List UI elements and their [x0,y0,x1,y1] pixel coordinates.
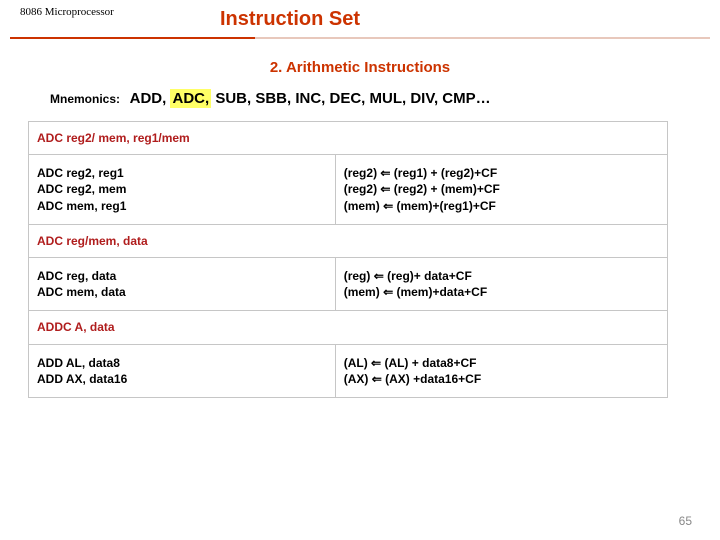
table-cell-syntax: ADC reg, dataADC mem, data [29,257,336,310]
mnemonics-line: Mnemonics: ADD, ADC, SUB, SBB, INC, DEC,… [50,90,720,107]
instruction-table: ADC reg2/ mem, reg1/memADC reg2, reg1ADC… [28,121,668,398]
section-title: 2. Arithmetic Instructions [0,59,720,76]
table-cell-meaning: (reg) ⇐ (reg)+ data+CF(mem) ⇐ (mem)+data… [335,257,667,310]
slide-topic: 8086 Microprocessor [20,6,220,18]
table-cell-syntax: ADC reg2, reg1ADC reg2, memADC mem, reg1 [29,155,336,225]
table-header-cell: ADC reg/mem, data [29,224,668,257]
mnemonics-post: SUB, SBB, INC, DEC, MUL, DIV, CMP… [211,90,490,107]
table-cell-meaning: (reg2) ⇐ (reg1) + (reg2)+CF(reg2) ⇐ (reg… [335,155,667,225]
mnemonics-pre: ADD, [130,90,171,107]
mnemonics-label: Mnemonics: [50,92,120,106]
slide-title: Instruction Set [220,6,360,31]
table-cell-syntax: ADD AL, data8ADD AX, data16 [29,344,336,397]
table-header-cell: ADDC A, data [29,311,668,344]
table-cell-meaning: (AL) ⇐ (AL) + data8+CF(AX) ⇐ (AX) +data1… [335,344,667,397]
table-header-cell: ADC reg2/ mem, reg1/mem [29,122,668,155]
divider [0,37,720,39]
mnemonics-highlight: ADC, [170,89,211,108]
page-number: 65 [679,514,692,528]
